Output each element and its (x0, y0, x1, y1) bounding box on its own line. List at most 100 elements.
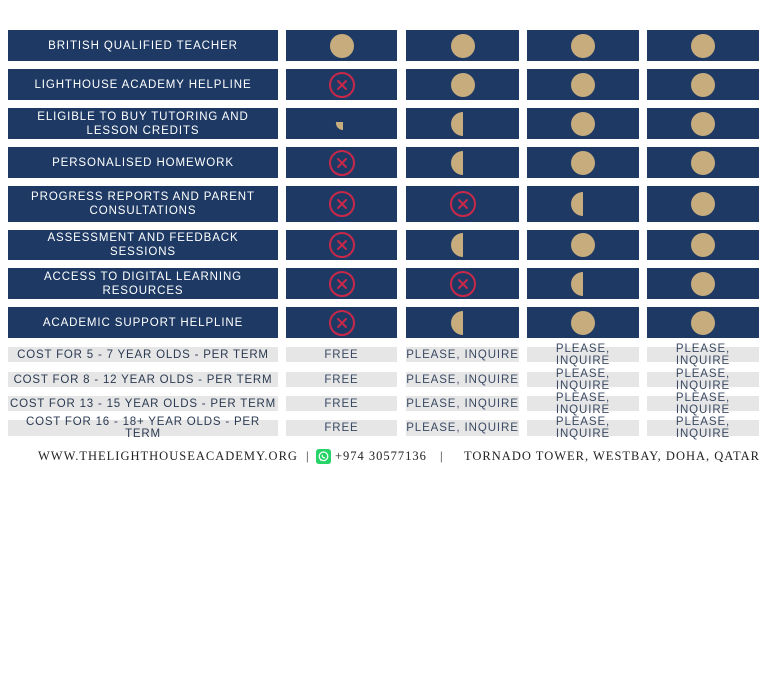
half-circle-icon (571, 192, 583, 216)
full-circle-icon (691, 150, 715, 175)
full-circle-icon (571, 111, 595, 136)
cost-value: PLEASE, INQUIRE (555, 391, 611, 416)
footer-website[interactable]: WWW.THELIGHTHOUSEACADEMY.ORG (38, 449, 298, 463)
cost-label: COST FOR 8 - 12 YEAR OLDS - PER TERM (13, 373, 273, 386)
cross-icon (449, 270, 476, 297)
cost-label: COST FOR 16 - 18+ YEAR OLDS - PER TERM (25, 416, 260, 440)
full-circle-icon (571, 72, 595, 97)
feature-value-cell (527, 108, 639, 139)
full-circle-icon (450, 33, 475, 58)
cost-label-cell: COST FOR 8 - 12 YEAR OLDS - PER TERM (8, 372, 278, 387)
cost-value-cell: PLEASE, INQUIRE (406, 420, 519, 436)
cross-icon (328, 309, 355, 336)
feature-label-cell: ACCESS TO DIGITAL LEARNING RESOURCES (8, 268, 278, 299)
cross-icon (328, 149, 355, 176)
cost-label: COST FOR 5 - 7 YEAR OLDS - PER TERM (17, 348, 269, 361)
full-circle-icon (691, 72, 715, 97)
cost-value: PLEASE, INQUIRE (675, 391, 731, 416)
feature-label-cell: PERSONALISED HOMEWORK (8, 147, 278, 178)
cross-icon (328, 191, 355, 217)
cost-label-cell: COST FOR 16 - 18+ YEAR OLDS - PER TERM (8, 416, 278, 440)
feature-value-cell (286, 69, 397, 100)
feature-value-cell (286, 268, 397, 299)
half-circle-icon (450, 150, 463, 175)
cost-value: FREE (324, 348, 359, 361)
feature-value-cell (527, 30, 639, 61)
cost-value-cell: FREE (286, 347, 397, 362)
feature-value-cell (406, 147, 519, 178)
full-circle-icon (571, 33, 595, 58)
cost-value-cell: FREE (286, 372, 397, 387)
cross-icon (449, 191, 476, 217)
feature-value-cell (647, 307, 759, 338)
cost-value: PLEASE, INQUIRE (675, 367, 731, 392)
feature-label-cell: ACADEMIC SUPPORT HELPLINE (8, 307, 278, 338)
cost-value-cell: PLEASE, INQUIRE (647, 368, 759, 392)
feature-value-cell (527, 147, 639, 178)
feature-value-cell (647, 30, 759, 61)
table-row: BRITISH QUALIFIED TEACHER (0, 30, 768, 61)
feature-value-cell (527, 307, 639, 338)
table-row: ASSESSMENT AND FEEDBACK SESSIONS (0, 230, 768, 260)
feature-value-cell (286, 230, 397, 260)
feature-value-cell (647, 230, 759, 260)
feature-label-cell: PROGRESS REPORTS AND PARENT CONSULTATION… (8, 186, 278, 222)
feature-value-cell (406, 30, 519, 61)
feature-value-cell (647, 268, 759, 299)
table-row: ACADEMIC SUPPORT HELPLINE (0, 307, 768, 338)
feature-label: ACADEMIC SUPPORT HELPLINE (42, 316, 244, 329)
cost-row: COST FOR 8 - 12 YEAR OLDS - PER TERM FREE… (0, 368, 768, 392)
cost-value-cell: PLEASE, INQUIRE (527, 416, 639, 440)
half-circle-icon (571, 271, 583, 296)
full-circle-icon (691, 33, 715, 58)
full-circle-icon (691, 271, 715, 296)
cost-value: PLEASE, INQUIRE (406, 397, 519, 410)
cost-value: PLEASE, INQUIRE (555, 416, 611, 440)
feature-value-cell (527, 230, 639, 260)
full-circle-icon (329, 33, 354, 58)
cross-icon (328, 270, 355, 297)
cost-value-cell: FREE (286, 396, 397, 411)
feature-value-cell (286, 30, 397, 61)
cost-value: FREE (324, 397, 359, 410)
footer-separator: | (306, 449, 310, 463)
cost-value-cell: PLEASE, INQUIRE (647, 343, 759, 367)
cost-value: PLEASE, INQUIRE (675, 342, 731, 367)
full-circle-icon (571, 150, 595, 175)
cross-icon (328, 232, 355, 258)
feature-label: BRITISH QUALIFIED TEACHER (48, 39, 238, 52)
feature-label: PROGRESS REPORTS AND PARENT CONSULTATION… (31, 191, 255, 217)
cost-value: FREE (324, 373, 359, 386)
cost-value-cell: FREE (286, 420, 397, 436)
footer-address: TORNADO TOWER, WESTBAY, DOHA, QATAR (464, 449, 760, 463)
feature-value-cell (286, 307, 397, 338)
full-circle-icon (691, 310, 715, 335)
cross-icon (328, 71, 355, 98)
cost-value: PLEASE, INQUIRE (555, 367, 611, 392)
feature-value-cell (406, 230, 519, 260)
feature-label: PERSONALISED HOMEWORK (52, 156, 234, 169)
footer-phone[interactable]: +974 30577136 (335, 449, 427, 463)
feature-value-cell (406, 186, 519, 222)
full-circle-icon (691, 192, 715, 216)
half-circle-icon (450, 233, 463, 257)
cost-value: PLEASE, INQUIRE (406, 348, 519, 361)
cost-row: COST FOR 5 - 7 YEAR OLDS - PER TERM FREE P… (0, 343, 768, 367)
footer: WWW.THELIGHTHOUSEACADEMY.ORG | +974 3057… (0, 449, 768, 467)
feature-label: ELIGIBLE TO BUY TUTORING AND LESSON CRED… (37, 110, 249, 137)
quarter-circle-icon (335, 121, 343, 130)
cost-value-cell: PLEASE, INQUIRE (527, 392, 639, 416)
cost-value-cell: PLEASE, INQUIRE (527, 343, 639, 367)
half-circle-icon (450, 310, 463, 335)
feature-value-cell (286, 186, 397, 222)
feature-value-cell (286, 108, 397, 139)
cost-label: COST FOR 13 - 15 YEAR OLDS - PER TERM (9, 397, 277, 410)
table-row: ACCESS TO DIGITAL LEARNING RESOURCES (0, 268, 768, 299)
half-circle-icon (450, 111, 463, 136)
feature-value-cell (286, 147, 397, 178)
table-row: LIGHTHOUSE ACADEMY HELPLINE (0, 69, 768, 100)
feature-label: ASSESSMENT AND FEEDBACK SESSIONS (47, 232, 239, 258)
full-circle-icon (450, 72, 475, 97)
full-circle-icon (691, 111, 715, 136)
feature-value-cell (406, 268, 519, 299)
